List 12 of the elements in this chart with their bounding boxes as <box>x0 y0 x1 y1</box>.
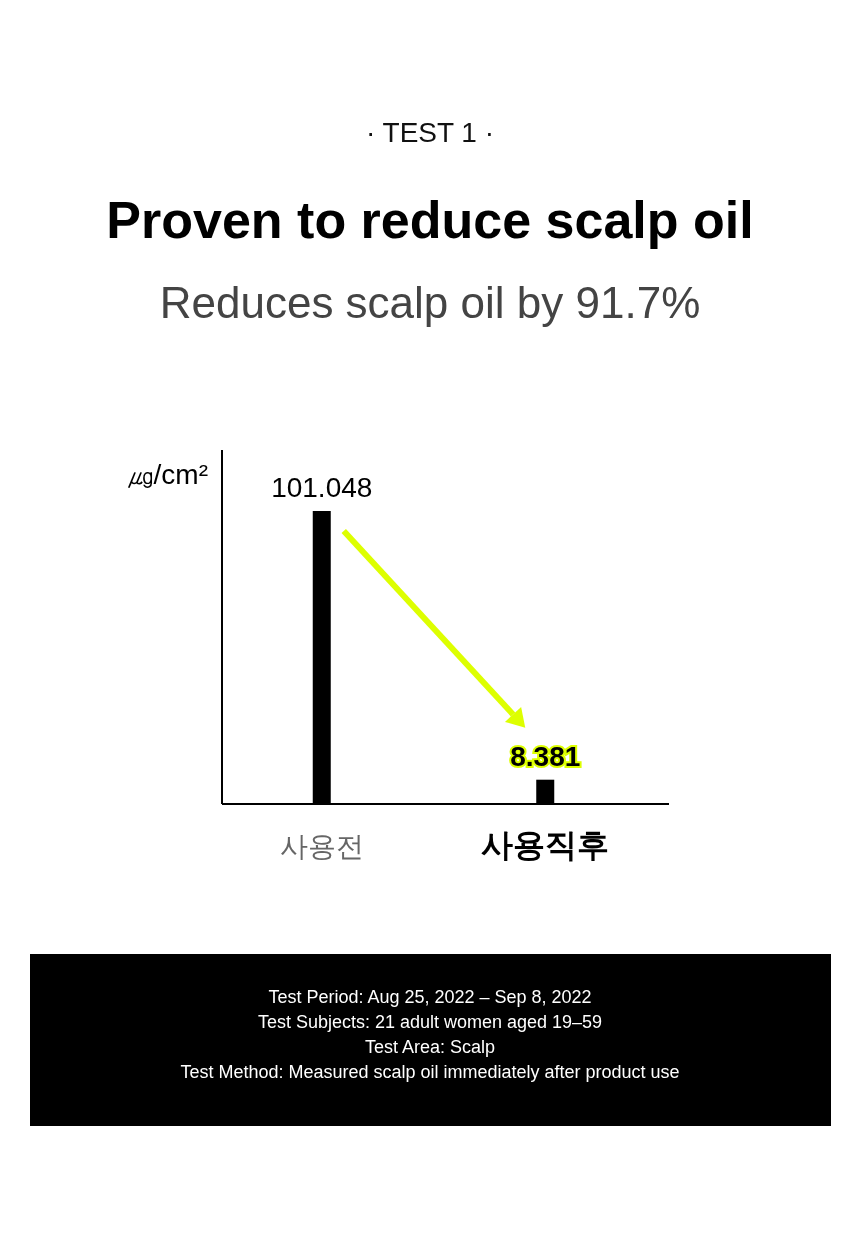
data-label: 8.381 <box>510 740 581 772</box>
chart-subtitle: Reduces scalp oil by 91.7% <box>159 278 701 327</box>
data-label: 101.048 <box>271 472 373 503</box>
chart-title: Proven to reduce scalp oil <box>106 191 754 249</box>
text: Test Area: Scalp <box>364 1036 496 1057</box>
y-axis-title: ㎍/cm² <box>125 459 208 490</box>
text: Test Method: Measured scalp oil immediately after product use <box>180 1061 680 1082</box>
text: · TEST 1 · <box>365 117 495 148</box>
x-tick-label: 사용직후 <box>481 827 610 863</box>
text: Test Period: Aug 25, 2022 – Sep 8, 2022 <box>268 986 592 1007</box>
x-tick-label: 사용전 <box>279 831 364 862</box>
text: Test Subjects: 21 adult women aged 19–59 <box>257 1011 603 1032</box>
